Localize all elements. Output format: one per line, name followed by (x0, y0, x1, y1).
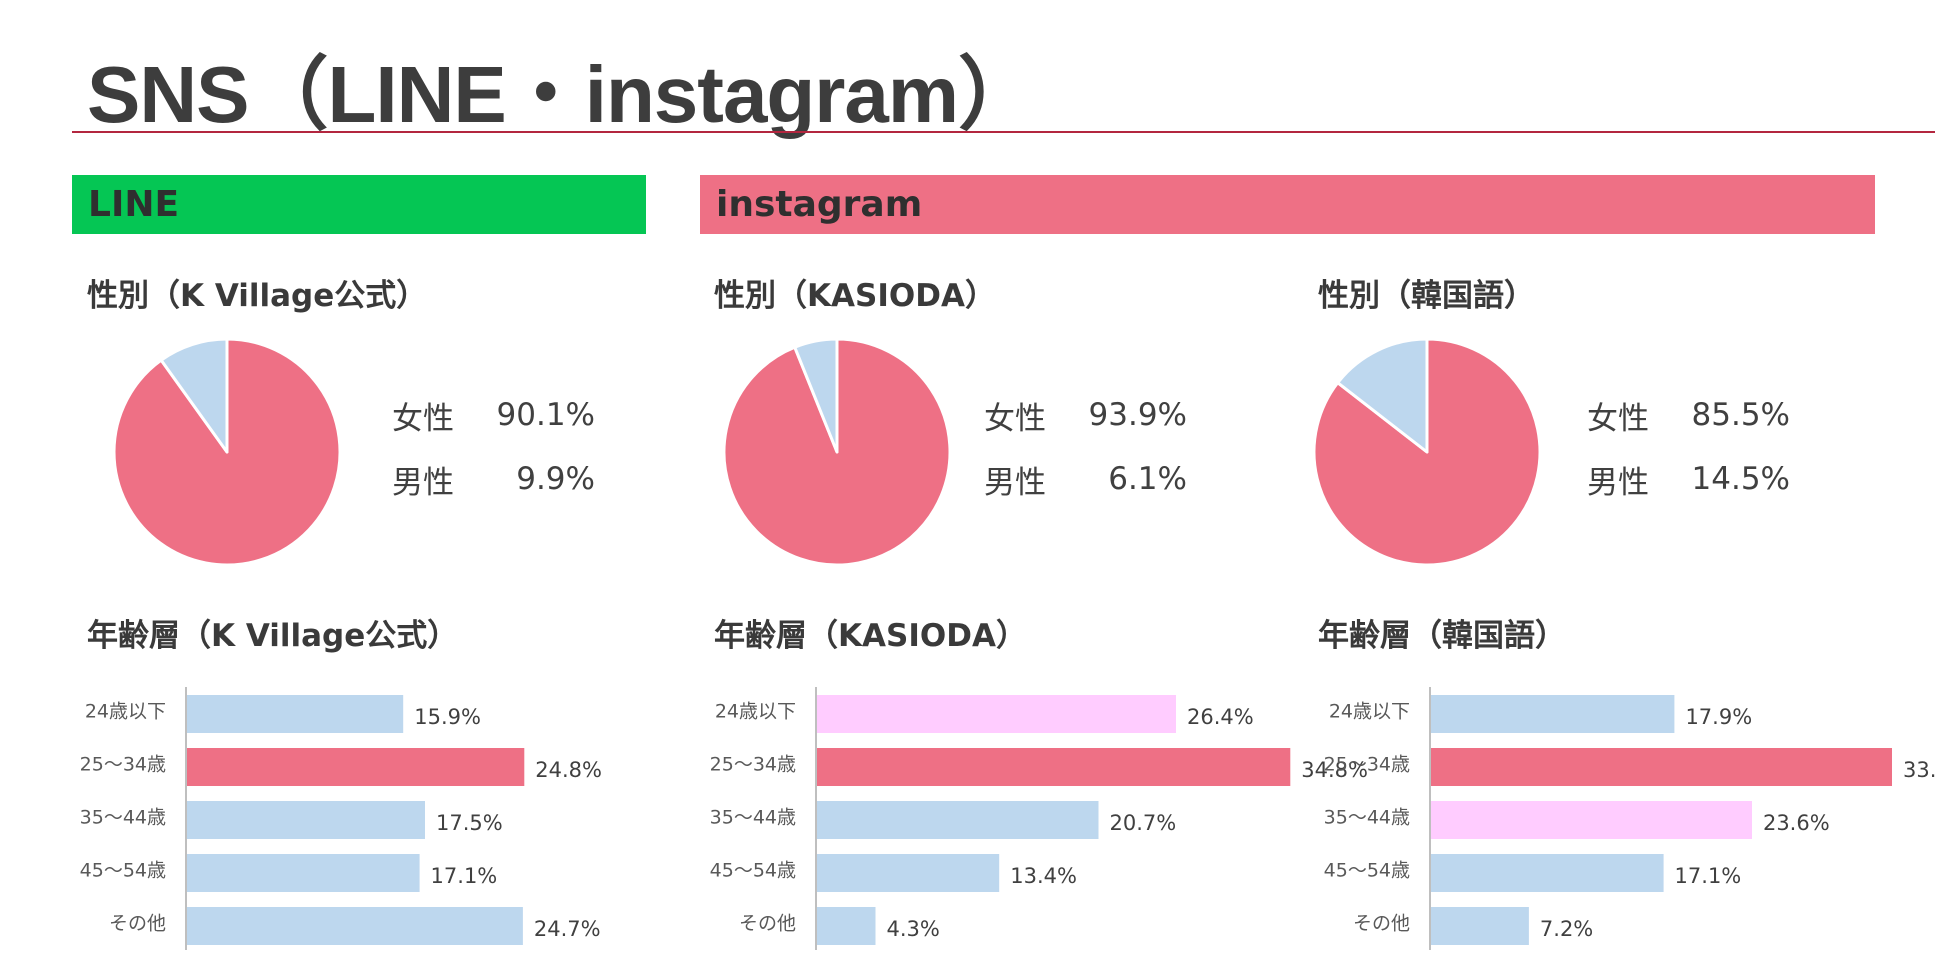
age-bar (187, 748, 525, 786)
line-gender-legend: 女性 90.1% 男性 9.9% (392, 383, 595, 511)
age-bar (817, 801, 1099, 839)
page-title: SNS（LINE・instagram） (87, 50, 1038, 139)
age-bar (1431, 695, 1675, 733)
female-value: 85.5% (1691, 397, 1790, 433)
male-label: 男性 (392, 464, 454, 501)
male-label: 男性 (1587, 464, 1649, 501)
category-label: その他 (1353, 913, 1410, 935)
korean-gender-title: 性別（韓国語） (1318, 278, 1535, 314)
male-value: 9.9% (516, 461, 595, 497)
data-label: 17.5% (436, 811, 503, 835)
female-value: 90.1% (496, 397, 595, 433)
category-label: 25～34歳 (710, 754, 796, 776)
male-value: 6.1% (1108, 461, 1187, 497)
title-divider (72, 131, 1935, 133)
legend-row-male: 男性 6.1% (984, 447, 1187, 511)
category-label: 35～44歳 (80, 807, 166, 829)
data-label: 17.1% (431, 864, 498, 888)
line-gender-title: 性別（K Village公式） (87, 278, 428, 314)
legend-row-female: 女性 85.5% (1587, 383, 1790, 447)
age-bar (187, 907, 523, 945)
category-label: 24歳以下 (85, 701, 166, 723)
age-bar (817, 695, 1176, 733)
kasioda-gender-pie (722, 337, 952, 567)
pie-slice-male (1336, 337, 1429, 454)
age-bar (1431, 748, 1892, 786)
category-label: その他 (109, 913, 166, 935)
data-label: 17.1% (1675, 864, 1742, 888)
data-label: 7.2% (1540, 917, 1593, 941)
data-label: 4.3% (886, 917, 939, 941)
category-label: 45～54歳 (80, 860, 166, 882)
kasioda-gender-legend: 女性 93.9% 男性 6.1% (984, 383, 1187, 511)
age-bar (187, 854, 420, 892)
pie-slice-male (793, 337, 839, 454)
age-bar (1431, 801, 1752, 839)
category-label: 45～54歳 (1324, 860, 1410, 882)
legend-row-male: 男性 14.5% (1587, 447, 1790, 511)
age-bar (187, 801, 425, 839)
korean-gender-legend: 女性 85.5% 男性 14.5% (1587, 383, 1790, 511)
female-label: 女性 (1587, 400, 1649, 437)
line-age-title: 年齢層（K Village公式） (87, 618, 459, 654)
age-bar (1431, 854, 1664, 892)
kasioda-gender-title: 性別（KASIODA） (714, 278, 996, 314)
female-label: 女性 (984, 400, 1046, 437)
pie-slice-male (159, 337, 229, 454)
data-label: 24.7% (534, 917, 601, 941)
data-label: 23.6% (1763, 811, 1830, 835)
age-bar (187, 695, 404, 733)
legend-row-female: 女性 90.1% (392, 383, 595, 447)
legend-row-female: 女性 93.9% (984, 383, 1187, 447)
data-label: 33.9% (1903, 758, 1935, 782)
age-bar (817, 907, 876, 945)
data-label: 17.9% (1685, 705, 1752, 729)
data-label: 24.8% (535, 758, 602, 782)
category-label: 24歳以下 (715, 701, 796, 723)
age-bar (1431, 907, 1529, 945)
male-label: 男性 (984, 464, 1046, 501)
data-label: 34.8% (1301, 758, 1368, 782)
line-gender-pie (112, 337, 342, 567)
category-label: 35～44歳 (1324, 807, 1410, 829)
age-bar (817, 748, 1291, 786)
male-value: 14.5% (1691, 461, 1790, 497)
data-label: 15.9% (414, 705, 481, 729)
age-bar (817, 854, 1000, 892)
korean-gender-pie (1312, 337, 1542, 567)
category-label: その他 (739, 913, 796, 935)
category-label: 45～54歳 (710, 860, 796, 882)
category-label: 24歳以下 (1329, 701, 1410, 723)
category-label: 25～34歳 (1324, 754, 1410, 776)
kasioda-age-title: 年齢層（KASIODA） (714, 618, 1027, 654)
data-label: 13.4% (1010, 864, 1077, 888)
female-label: 女性 (392, 400, 454, 437)
legend-row-male: 男性 9.9% (392, 447, 595, 511)
line-band: LINE (72, 175, 646, 234)
korean-age-title: 年齢層（韓国語） (1318, 618, 1566, 654)
female-value: 93.9% (1088, 397, 1187, 433)
category-label: 35～44歳 (710, 807, 796, 829)
instagram-band: instagram (700, 175, 1875, 234)
kasioda-age-bar-chart: 24歳以下 26.4% 25～34歳 34.8% 35～44歳 20.7% 45～54歳 13… (710, 687, 1368, 950)
korean-age-bar-chart: 24歳以下 17.9% 25～34歳 33.9% 35～44歳 23.6% 45～54歳 17… (1324, 687, 1935, 950)
line-age-bar-chart: 24歳以下 15.9% 25～34歳 24.8% 35～44歳 17.5% 45～54歳 17… (80, 687, 602, 950)
data-label: 26.4% (1187, 705, 1254, 729)
category-label: 25～34歳 (80, 754, 166, 776)
data-label: 20.7% (1110, 811, 1177, 835)
